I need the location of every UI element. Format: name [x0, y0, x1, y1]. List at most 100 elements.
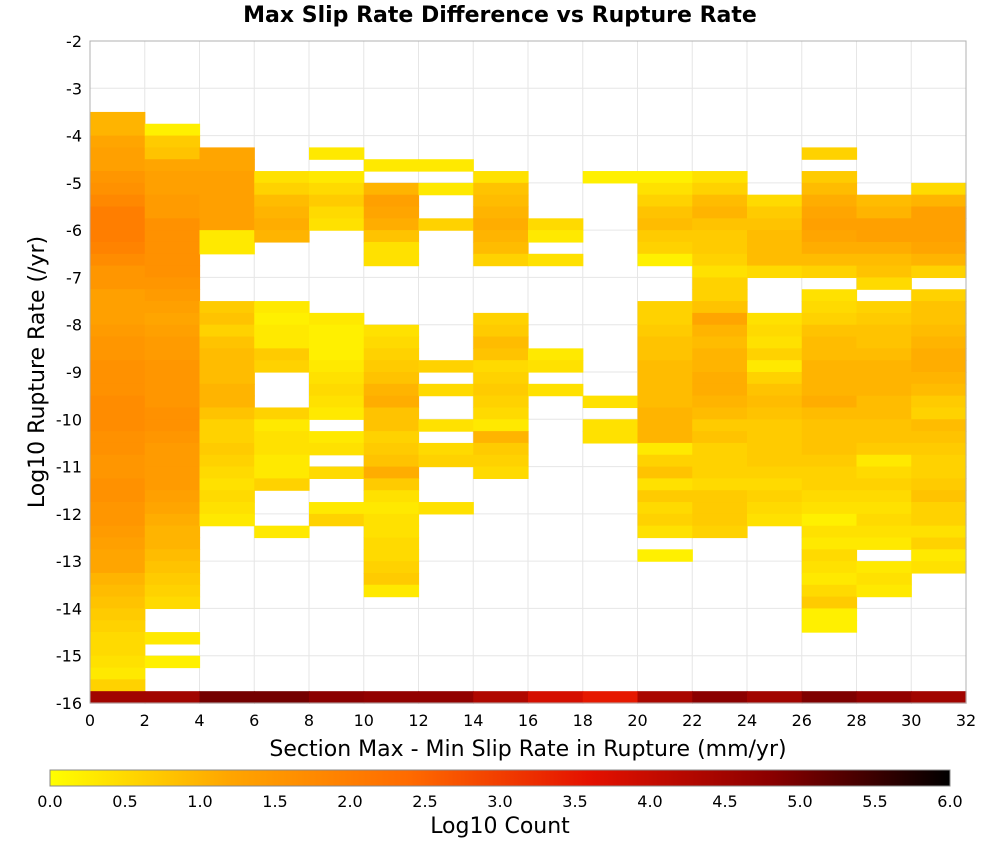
heatmap-cell	[528, 230, 584, 243]
heatmap-cell	[144, 691, 201, 704]
heatmap-cell	[637, 324, 693, 338]
heatmap-cell	[363, 537, 420, 550]
heatmap-cell	[856, 478, 912, 491]
heatmap-cell	[90, 383, 146, 397]
heatmap-cell	[90, 123, 146, 137]
heatmap-cell	[473, 419, 529, 432]
colorbar-tick-label: 1.5	[262, 792, 287, 811]
x-tick-label: 26	[792, 711, 812, 730]
heatmap-cell	[911, 301, 967, 314]
heatmap-cell	[199, 230, 255, 243]
heatmap-cell	[747, 466, 803, 479]
heatmap-cell	[747, 206, 803, 219]
x-tick-label: 10	[354, 711, 374, 730]
heatmap-cell	[692, 289, 748, 302]
y-tick-label: -9	[66, 363, 82, 382]
heatmap-cell	[363, 360, 420, 373]
heatmap-cell	[692, 419, 748, 432]
heatmap-cell	[582, 419, 639, 432]
heatmap-cell	[199, 348, 255, 361]
heatmap-cell	[747, 490, 803, 503]
heatmap-cell	[692, 490, 748, 503]
heatmap-cell	[418, 218, 474, 231]
heatmap-cell	[363, 478, 420, 491]
heatmap-cell	[637, 301, 693, 314]
heatmap-cell	[144, 454, 201, 468]
heatmap-cell	[692, 513, 748, 527]
heatmap-cell	[144, 301, 201, 314]
heatmap-cell	[856, 230, 912, 243]
heatmap-cell	[309, 395, 365, 409]
heatmap-cell	[90, 230, 146, 243]
y-tick-label: -5	[66, 174, 82, 193]
heatmap-cell	[144, 442, 201, 456]
heatmap-cell	[309, 206, 365, 219]
heatmap-cell	[144, 206, 201, 219]
heatmap-cell	[692, 194, 748, 208]
heatmap-cell	[801, 218, 858, 231]
heatmap-cell	[144, 230, 201, 243]
heatmap-cell	[747, 442, 803, 456]
heatmap-cell	[747, 513, 803, 527]
heatmap-cell	[254, 407, 310, 420]
heatmap-cell	[144, 218, 201, 231]
heatmap-cell	[144, 419, 201, 432]
heatmap-cell	[144, 537, 201, 550]
heatmap-cell	[254, 218, 310, 231]
heatmap-cell	[90, 171, 146, 184]
heatmap-cell	[856, 442, 912, 456]
y-tick-label: -10	[56, 410, 82, 429]
y-tick-label: -14	[56, 599, 82, 618]
heatmap-cell	[911, 360, 967, 373]
colorbar	[49, 769, 951, 787]
colorbar-tick-label: 2.5	[412, 792, 437, 811]
heatmap-cell	[692, 301, 748, 314]
heatmap-cell	[90, 372, 146, 385]
heatmap-cell	[199, 171, 255, 184]
heatmap-cell	[801, 395, 858, 409]
heatmap-cell	[144, 241, 201, 255]
heatmap-cell	[692, 454, 748, 468]
heatmap-cell	[144, 490, 201, 503]
heatmap-cell	[90, 431, 146, 444]
heatmap-cell	[309, 372, 365, 385]
heatmap-cell	[528, 253, 584, 267]
heatmap-cell	[856, 241, 912, 255]
heatmap-cell	[856, 336, 912, 349]
heatmap-cell	[363, 241, 420, 255]
heatmap-cell	[856, 218, 912, 231]
heatmap-cell	[637, 454, 693, 468]
heatmap-cell	[473, 230, 529, 243]
heatmap-cell	[90, 620, 146, 633]
heatmap-cell	[90, 655, 146, 669]
heatmap-cell	[473, 466, 529, 479]
heatmap-cell	[90, 301, 146, 314]
heatmap-cell	[692, 383, 748, 397]
heatmap-cell	[637, 478, 693, 491]
colorbar-tick-label: 5.0	[787, 792, 812, 811]
colorbar-tick-label: 2.0	[337, 792, 362, 811]
heatmap-cell	[144, 123, 201, 137]
heatmap-cell	[801, 206, 858, 219]
heatmap-cell	[254, 431, 310, 444]
heatmap-cell	[90, 667, 146, 680]
heatmap-cell	[801, 336, 858, 349]
heatmap-cell	[911, 312, 967, 326]
heatmap-cell	[856, 312, 912, 326]
heatmap-cell	[363, 502, 420, 515]
colorbar-tick-label: 3.0	[487, 792, 512, 811]
heatmap-cell	[90, 525, 146, 539]
heatmap-cell	[747, 431, 803, 444]
heatmap-cell	[90, 442, 146, 456]
heatmap-cell	[801, 372, 858, 385]
heatmap-cell	[90, 147, 146, 160]
heatmap-cell	[473, 336, 529, 349]
heatmap-cell	[144, 182, 201, 196]
heatmap-cell	[199, 442, 255, 456]
heatmap-cell	[90, 478, 146, 491]
heatmap-cell	[911, 182, 967, 196]
heatmap-cell	[418, 159, 474, 172]
heatmap-cell	[254, 478, 310, 491]
heatmap-cell	[144, 277, 201, 290]
